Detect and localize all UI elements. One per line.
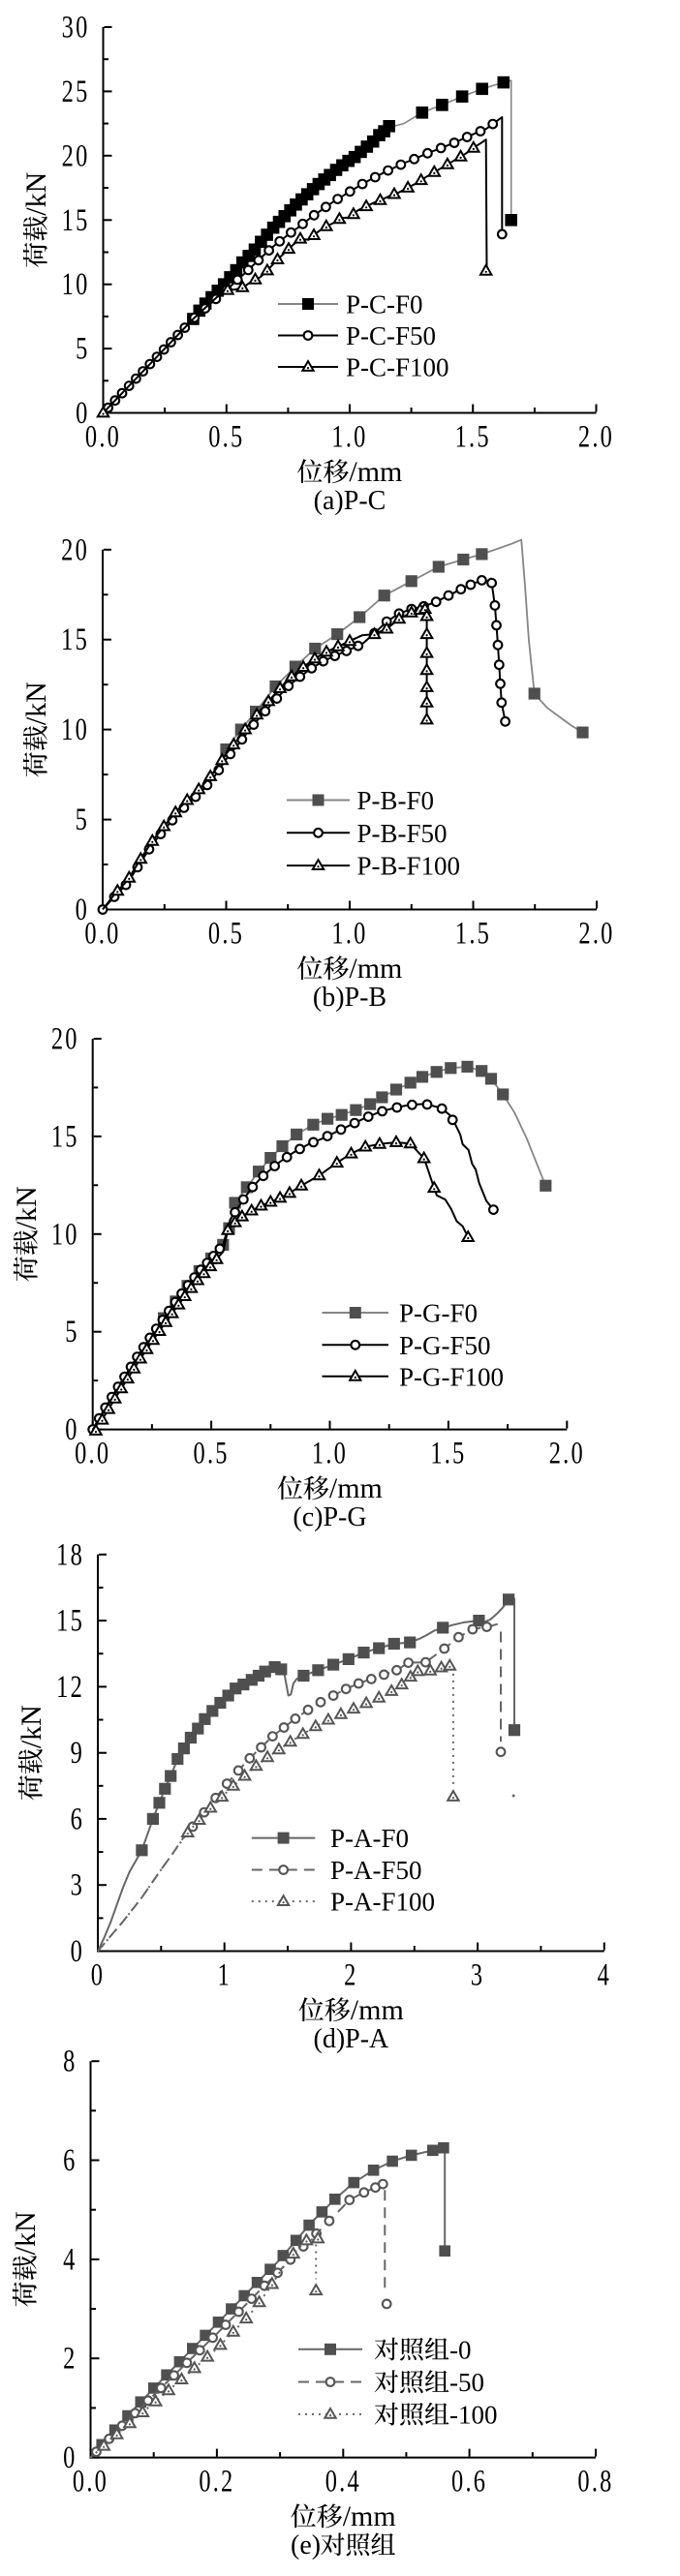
svg-text:10: 10	[62, 267, 90, 302]
svg-text:/kN: /kN	[10, 2211, 42, 2255]
svg-text:/kN: /kN	[20, 172, 52, 216]
svg-text:P-A-F100: P-A-F100	[330, 1888, 435, 1917]
svg-text:8: 8	[63, 2044, 77, 2078]
svg-text:15: 15	[56, 1603, 84, 1638]
svg-text:P-G-F100: P-G-F100	[399, 1362, 504, 1391]
svg-text:0: 0	[76, 893, 89, 927]
svg-text:5: 5	[76, 331, 89, 366]
svg-text:/mm: /mm	[349, 953, 402, 985]
svg-text:2: 2	[63, 2341, 77, 2376]
svg-text:1.5: 1.5	[430, 1436, 466, 1470]
svg-text:6: 6	[71, 1802, 84, 1836]
svg-text:/mm: /mm	[351, 1994, 404, 2026]
svg-text:/kN: /kN	[20, 682, 52, 725]
svg-text:P-B-F0: P-B-F0	[357, 786, 435, 815]
svg-text:0.5: 0.5	[208, 419, 244, 454]
svg-text:20: 20	[62, 138, 90, 173]
svg-text:P-G-F50: P-G-F50	[399, 1331, 491, 1360]
svg-text:0: 0	[71, 1934, 84, 1969]
svg-text:30: 30	[62, 10, 90, 45]
svg-text:0.5: 0.5	[194, 1436, 230, 1470]
svg-text:0: 0	[91, 1957, 105, 1992]
svg-text:1.5: 1.5	[455, 916, 491, 951]
svg-text:0.0: 0.0	[75, 1436, 110, 1470]
svg-text:0.5: 0.5	[208, 916, 244, 951]
svg-text:5: 5	[76, 803, 89, 837]
svg-text:2.0: 2.0	[549, 1436, 585, 1470]
svg-text:3: 3	[471, 1957, 484, 1992]
svg-text:(e): (e)	[291, 2531, 321, 2561]
svg-text:1.5: 1.5	[455, 419, 491, 454]
svg-text:0.0: 0.0	[73, 2464, 108, 2499]
svg-text:P-C-F0: P-C-F0	[346, 290, 423, 319]
svg-text:2: 2	[344, 1957, 357, 1992]
svg-text:2.0: 2.0	[578, 916, 614, 951]
svg-text:0.8: 0.8	[577, 2464, 613, 2499]
svg-text:20: 20	[61, 532, 89, 567]
svg-text:2.0: 2.0	[578, 419, 614, 454]
svg-text:(d)P-A: (d)P-A	[314, 2024, 390, 2054]
svg-text:0: 0	[65, 1412, 78, 1447]
svg-text:12: 12	[56, 1669, 84, 1704]
svg-text:(c)P-G: (c)P-G	[293, 1502, 366, 1532]
svg-text:9: 9	[71, 1736, 84, 1771]
svg-text:4: 4	[598, 1957, 611, 1992]
svg-text:0.0: 0.0	[84, 916, 120, 951]
svg-text:25: 25	[62, 74, 90, 108]
svg-text:-0: -0	[449, 2335, 472, 2364]
svg-text:6: 6	[63, 2143, 77, 2178]
svg-text:10: 10	[61, 712, 89, 747]
svg-text:P-A-F0: P-A-F0	[330, 1824, 409, 1853]
svg-text:0.4: 0.4	[325, 2464, 361, 2499]
svg-text:18: 18	[56, 1537, 84, 1572]
svg-text:0: 0	[63, 2440, 77, 2475]
svg-text:/mm: /mm	[329, 1472, 383, 1504]
svg-text:P-C-F50: P-C-F50	[346, 321, 436, 350]
svg-text:0.6: 0.6	[451, 2464, 487, 2499]
svg-text:4: 4	[63, 2242, 77, 2277]
svg-text:1: 1	[217, 1957, 231, 1992]
svg-text:(a)P-C: (a)P-C	[314, 486, 386, 516]
svg-text:-50: -50	[449, 2368, 484, 2397]
svg-text:P-C-F100: P-C-F100	[346, 353, 449, 382]
svg-text:/kN: /kN	[11, 1186, 43, 1229]
svg-text:/mm: /mm	[343, 2500, 396, 2532]
svg-text:/mm: /mm	[349, 456, 402, 488]
svg-text:P-B-F50: P-B-F50	[357, 819, 448, 848]
svg-text:-100: -100	[449, 2400, 498, 2429]
svg-text:3: 3	[71, 1867, 84, 1902]
svg-text:P-A-F50: P-A-F50	[330, 1856, 422, 1885]
svg-text:5: 5	[65, 1315, 78, 1349]
svg-text:1.0: 1.0	[312, 1436, 348, 1470]
svg-text:(b)P-B: (b)P-B	[313, 983, 386, 1013]
svg-text:0: 0	[76, 396, 89, 431]
svg-text:/kN: /kN	[15, 1705, 47, 1748]
svg-text:15: 15	[51, 1119, 79, 1154]
svg-text:15: 15	[62, 202, 90, 237]
svg-text:10: 10	[51, 1217, 79, 1252]
svg-text:15: 15	[61, 622, 89, 657]
svg-text:20: 20	[51, 1021, 79, 1056]
svg-text:0.2: 0.2	[199, 2464, 234, 2499]
svg-text:P-B-F100: P-B-F100	[357, 852, 461, 881]
svg-text:1.0: 1.0	[331, 916, 367, 951]
svg-text:1.0: 1.0	[331, 419, 367, 454]
svg-text:0.0: 0.0	[85, 419, 121, 454]
svg-text:P-G-F0: P-G-F0	[399, 1299, 478, 1328]
